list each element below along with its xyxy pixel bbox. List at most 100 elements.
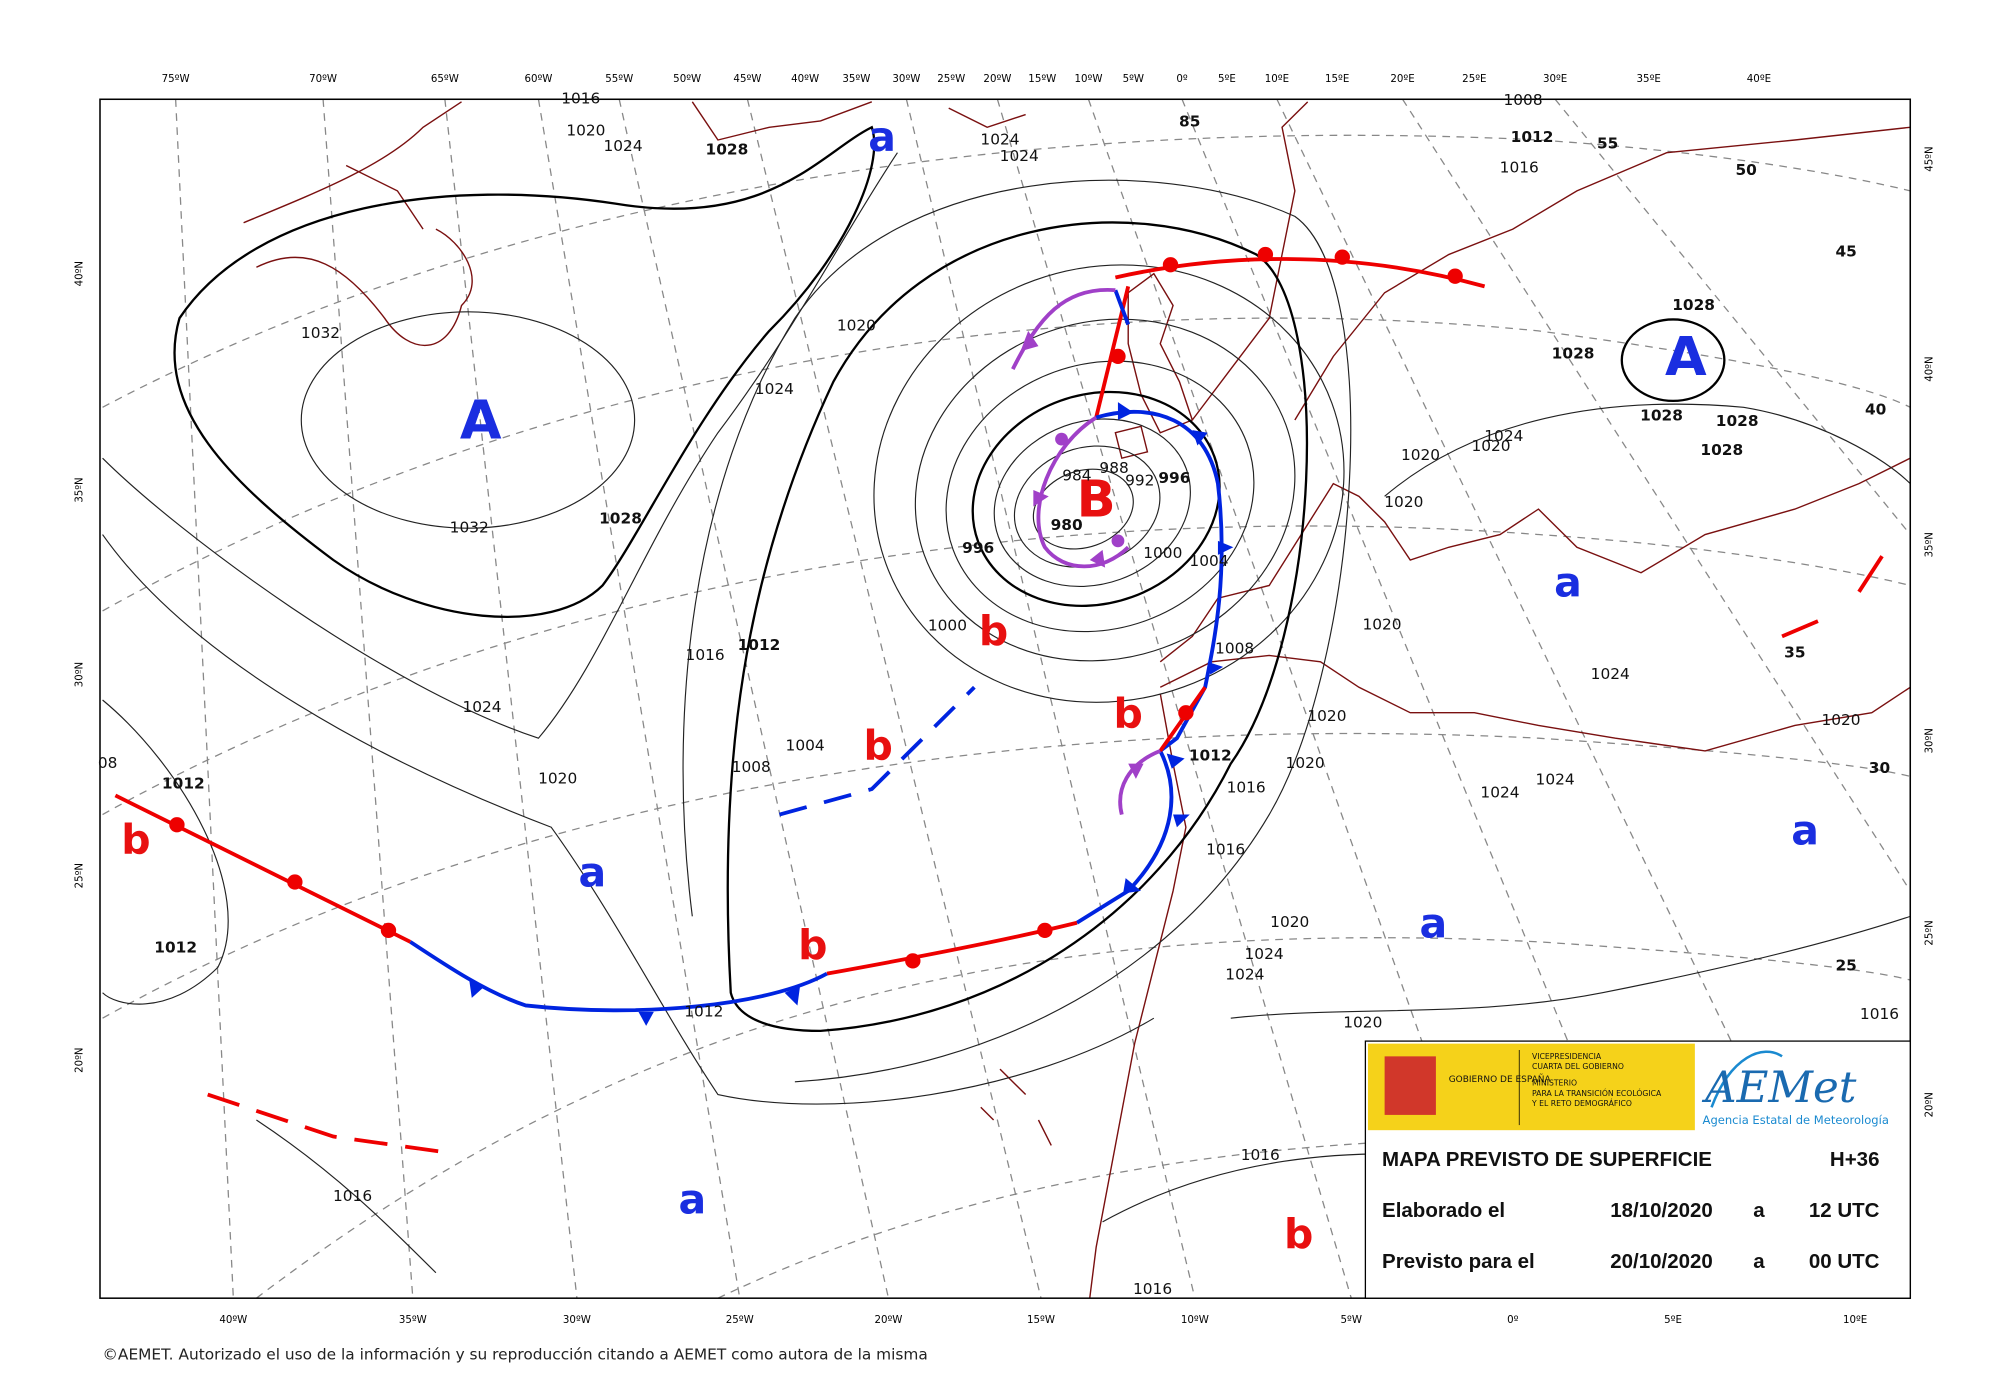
isobar-label: 1016 xyxy=(333,1187,372,1205)
legend-text: H+36 xyxy=(1830,1149,1880,1171)
high-pressure-center: a xyxy=(1554,559,1582,607)
low-pressure-center: b xyxy=(864,721,893,769)
isobar-label: 996 xyxy=(1158,469,1190,487)
longitude-label: 20ºW xyxy=(874,1315,902,1326)
isobar-label: 1016 xyxy=(1227,778,1266,796)
legend-text: a xyxy=(1753,1251,1765,1273)
isobar-label: 984 xyxy=(1062,467,1091,485)
latitude-label: 45ºN xyxy=(1924,146,1935,171)
legend-text: 12 UTC xyxy=(1809,1200,1880,1222)
longitude-label: 5ºE xyxy=(1218,74,1236,85)
legend-text: 20/10/2020 xyxy=(1610,1251,1713,1273)
aemet-full-name: Agencia Estatal de Meteorología xyxy=(1703,1113,1889,1127)
isobar-label: 1024 xyxy=(462,698,501,716)
isobar-label: 1028 xyxy=(599,510,642,528)
isobar-label: 1020 xyxy=(1270,913,1309,931)
isobar-label: 1020 xyxy=(1471,437,1510,455)
latitude-label: 25ºN xyxy=(1924,920,1935,945)
isobar-label: 1016 xyxy=(561,90,600,108)
isobar-label: 1024 xyxy=(980,131,1019,149)
legend-box xyxy=(1364,1040,1911,1299)
aemet-swoosh xyxy=(1710,1050,1783,1108)
logo-text: PARA LA TRANSICIÓN ECOLÓGICA xyxy=(1532,1089,1662,1098)
longitude-label: 10ºW xyxy=(1181,1315,1209,1326)
isobar-label: 1012 xyxy=(1511,128,1554,146)
longitude-label: 30ºW xyxy=(892,74,920,85)
longitude-label: 75ºW xyxy=(162,74,190,85)
isobar-label: 988 xyxy=(1099,459,1128,477)
isobar-label: 1020 xyxy=(1362,615,1401,633)
low-pressure-center: b xyxy=(1114,690,1143,738)
isobar-label: 1028 xyxy=(1716,412,1759,430)
longitude-label: 10ºW xyxy=(1074,74,1102,85)
isobar-label: 1024 xyxy=(1480,783,1519,801)
longitude-label: 50ºW xyxy=(673,74,701,85)
longitude-label: 5ºW xyxy=(1341,1315,1362,1326)
logo-text: CUARTA DEL GOBIERNO xyxy=(1532,1062,1624,1071)
longitude-label: 5ºW xyxy=(1123,74,1144,85)
high-pressure-center: A xyxy=(460,389,502,452)
high-pressure-center: a xyxy=(868,113,896,161)
isobar-label: 1016 xyxy=(1500,159,1539,177)
isobar-label: 1012 xyxy=(684,1002,723,1020)
isobar-label: 1008 xyxy=(1504,91,1543,109)
longitude-label: 35ºE xyxy=(1637,74,1661,85)
legend-text: 18/10/2020 xyxy=(1610,1200,1713,1222)
isobar-label: 1024 xyxy=(755,380,794,398)
coastlines xyxy=(243,101,1911,1299)
isobar-label: 1020 xyxy=(1307,707,1346,725)
isobar-label: 1012 xyxy=(738,636,781,654)
legend-text: a xyxy=(1753,1200,1765,1222)
longitude-label: 70ºW xyxy=(309,74,337,85)
low-pressure-center: b xyxy=(798,921,827,969)
high-pressure-center: a xyxy=(678,1176,706,1224)
isobar-label: 1016 xyxy=(1241,1146,1280,1164)
isobar-label: 1000 xyxy=(1143,544,1182,562)
longitude-label: 40ºE xyxy=(1747,74,1771,85)
isobar-label: 992 xyxy=(1125,472,1154,490)
isobar-label: 980 xyxy=(1051,516,1083,534)
isobar-label: 1024 xyxy=(1000,147,1039,165)
logo-text: Y EL RETO DEMOGRÁFICO xyxy=(1531,1099,1632,1108)
isobar-label: 1016 xyxy=(1206,841,1245,859)
logo-text: GOBIERNO DE ESPAÑA xyxy=(1449,1074,1552,1085)
isobar-label: 1020 xyxy=(538,769,577,787)
low-pressure-center: B xyxy=(1077,471,1116,530)
fronts xyxy=(114,246,1884,1154)
aemet-logo: AEMet xyxy=(1701,1063,1857,1113)
isobar-label: 1016 xyxy=(1133,1280,1172,1298)
isobar-label: 1004 xyxy=(786,736,825,754)
latitude-label: 40ºN xyxy=(1924,356,1935,381)
longitude-label: 35ºW xyxy=(842,74,870,85)
longitude-label: 60ºW xyxy=(524,74,552,85)
legend-text: Previsto para el xyxy=(1382,1251,1535,1273)
longitude-label: 25ºW xyxy=(726,1315,754,1326)
isobar-label: 1028 xyxy=(1552,344,1595,362)
latitude-label: 30ºN xyxy=(1924,728,1935,753)
isobar-label: 1012 xyxy=(1189,747,1232,765)
longitude-label: 35ºW xyxy=(399,1315,427,1326)
latitude-label: 35ºN xyxy=(74,477,85,502)
longitude-label: 15ºW xyxy=(1028,74,1056,85)
longitude-label: 15ºE xyxy=(1325,74,1349,85)
isobar-label: 1020 xyxy=(1286,754,1325,772)
isobar-label: 1032 xyxy=(301,324,340,342)
isobar-label: 1012 xyxy=(154,939,197,957)
low-pressure-center: b xyxy=(121,816,150,864)
legend-text: 00 UTC xyxy=(1809,1251,1880,1273)
map-frame xyxy=(99,98,1912,1299)
legend-text: MAPA PREVISTO DE SUPERFICIE xyxy=(1382,1149,1712,1171)
longitude-label: 25ºE xyxy=(1462,74,1486,85)
isobar-label: 1000 xyxy=(928,617,967,635)
longitude-label: 0º xyxy=(1176,74,1188,85)
longitude-label: 20ºW xyxy=(983,74,1011,85)
isobars xyxy=(102,125,1911,1274)
isobar-label: 1024 xyxy=(604,137,643,155)
longitude-label: 5ºE xyxy=(1664,1315,1682,1326)
isobar-label: 1020 xyxy=(1821,711,1860,729)
latitude-label: 25ºN xyxy=(74,863,85,888)
longitude-label: 25ºW xyxy=(937,74,965,85)
coat-of-arms xyxy=(1384,1056,1436,1115)
graticule-label: 35 xyxy=(1784,643,1805,661)
